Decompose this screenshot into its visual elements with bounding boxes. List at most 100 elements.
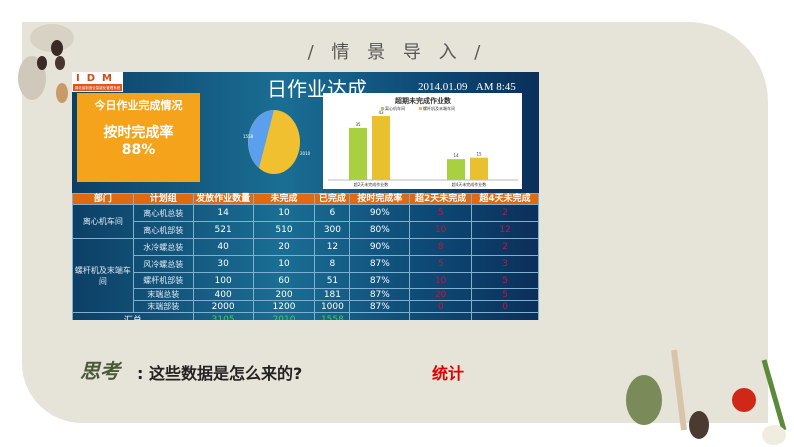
- pie-slice-1558: [248, 110, 274, 168]
- department-cell: 螺杆机及末端车间: [72, 238, 134, 313]
- table-cell: 300: [314, 221, 351, 239]
- slide-title: / 情 景 导 入 /: [307, 42, 487, 63]
- table-cell: 8: [314, 255, 351, 273]
- column-header: 发放作业数量: [192, 193, 254, 205]
- table-row: 末端总装 400 200 181 87% 20 5: [73, 288, 539, 301]
- table-cell: 510: [252, 221, 316, 239]
- total-pending: 2010: [252, 312, 316, 320]
- table-cell: 51: [314, 272, 351, 289]
- table-row: 螺杆机部装 100 60 51 87% 10 5: [73, 272, 539, 289]
- table-cell: 离心机总装: [132, 204, 194, 222]
- bar-data-label: 15: [476, 152, 482, 157]
- question-text: : 这些数据是怎么来的?: [137, 364, 303, 383]
- table-row: 末端部装 2000 1200 1000 87% 0 0: [73, 300, 539, 313]
- table-cell: 0: [471, 300, 539, 313]
- table-row: 螺杆机及末端车间 水冷螺总装 40 20 12 90% 8 2: [72, 238, 539, 313]
- table-cell: 14: [192, 204, 254, 222]
- table-cell: 60: [252, 272, 316, 289]
- bar-data-label: 35: [355, 122, 361, 127]
- table-cell: 1200: [252, 300, 316, 313]
- bar: [470, 157, 488, 180]
- table-cell: 末端总装: [132, 288, 194, 301]
- table-cell: 末端部装: [132, 300, 194, 313]
- table-cell: 2000: [192, 300, 254, 313]
- table-cell: 10: [409, 221, 473, 239]
- table-cell: 8: [409, 238, 473, 256]
- bar: [372, 115, 390, 180]
- bar: [349, 127, 367, 180]
- table-cell: 181: [314, 288, 351, 301]
- table-cell: 40: [192, 238, 254, 256]
- total-row: 汇总310520101558: [72, 312, 539, 320]
- table-cell: 5: [471, 272, 539, 289]
- dashboard-screenshot: IDM 湖北省制造业智能化管理系统 日作业达成 2014.01.09 AM 8:4…: [72, 72, 539, 320]
- table-cell: 200: [252, 288, 316, 301]
- legend-label: 螺杆机及末端车间: [423, 105, 455, 111]
- table-cell: 风冷螺总装: [132, 255, 194, 273]
- total-label: 汇总: [72, 312, 194, 320]
- floral-decoration-icon: [626, 349, 787, 445]
- column-header: 计划组: [132, 193, 194, 205]
- table-cell: 90%: [349, 238, 411, 256]
- table-cell: 20: [409, 288, 473, 301]
- table-cell: 90%: [349, 204, 411, 222]
- table-cell: 3: [471, 255, 539, 273]
- floral-decoration-icon: [18, 24, 74, 103]
- chart-title: 超期未完成作业数: [395, 96, 452, 105]
- table-cell: 2: [471, 204, 539, 222]
- table-cell: 87%: [349, 300, 411, 313]
- pie-label: 2010: [300, 151, 311, 156]
- table-cell: 5: [409, 255, 473, 273]
- table-cell: 30: [192, 255, 254, 273]
- column-header: 超4天未完成: [471, 193, 539, 205]
- table-cell: 521: [192, 221, 254, 239]
- dashboard-datetime: 2014.01.09 AM 8:45: [418, 81, 516, 93]
- pie-chart: 1558 2010: [243, 110, 311, 174]
- table-row: 离心机车间 离心机总装 14 10 6 90% 5 2: [72, 204, 539, 239]
- think-label: 思考: [80, 359, 120, 383]
- idm-logo: IDM 湖北省制造业智能化管理系统: [72, 72, 123, 92]
- table-cell: 0: [409, 300, 473, 313]
- summary-box: 今日作业完成情况 按时完成率 88%: [77, 93, 200, 182]
- table-cell: 10: [252, 204, 316, 222]
- table-cell: 螺杆机部装: [132, 272, 194, 289]
- table-cell: 10: [409, 272, 473, 289]
- pie-label: 1558: [243, 134, 254, 139]
- bar: [447, 159, 465, 180]
- work-order-table: 部门 计划组 发放作业数量 未完成 已完成 按时完成率 超2天未完成 超4天未完成 离心机车间…: [72, 193, 539, 320]
- total-done: 1558: [314, 312, 351, 320]
- table-cell: 12: [314, 238, 351, 256]
- table-cell: 离心机部装: [132, 221, 194, 239]
- bar-data-label: 14: [453, 153, 459, 158]
- legend-swatch: [381, 107, 384, 110]
- x-tick-label: 超2天未完成作业数: [354, 181, 389, 187]
- column-header: 超2天未完成: [409, 193, 473, 205]
- table-cell: 5: [471, 288, 539, 301]
- bar-data-label: 43: [378, 110, 384, 115]
- department-cell: 离心机车间: [72, 204, 134, 239]
- column-header: 未完成: [252, 193, 316, 205]
- table-cell: 6: [314, 204, 351, 222]
- table-cell: 87%: [349, 288, 411, 301]
- x-tick-label: 超4天未完成作业数: [452, 181, 487, 187]
- table-cell: 10: [252, 255, 316, 273]
- legend-label: 离心机车间: [385, 105, 405, 111]
- total-issued: 3105: [192, 312, 254, 320]
- column-header: 部门: [72, 193, 134, 205]
- legend-swatch: [419, 107, 422, 110]
- answer-text: 统计: [432, 364, 465, 383]
- table-cell: 20: [252, 238, 316, 256]
- table-cell: 1000: [314, 300, 351, 313]
- table-cell: 87%: [349, 255, 411, 273]
- table-row: 离心机部装 521 510 300 80% 10 12: [73, 221, 539, 239]
- table-cell: 12: [471, 221, 539, 239]
- table-cell: 80%: [349, 221, 411, 239]
- column-header: 已完成: [314, 193, 351, 205]
- bar-chart: 超期未完成作业数 离心机车间 螺杆机及末端车间 超2天未完成作业数 超4天未完成…: [323, 93, 522, 189]
- table-cell: 水冷螺总装: [132, 238, 194, 256]
- table-cell: 5: [409, 204, 473, 222]
- table-cell: 400: [192, 288, 254, 301]
- table-cell: 2: [471, 238, 539, 256]
- column-header: 按时完成率: [349, 193, 411, 205]
- table-row: 风冷螺总装 30 10 8 87% 5 3: [73, 255, 539, 273]
